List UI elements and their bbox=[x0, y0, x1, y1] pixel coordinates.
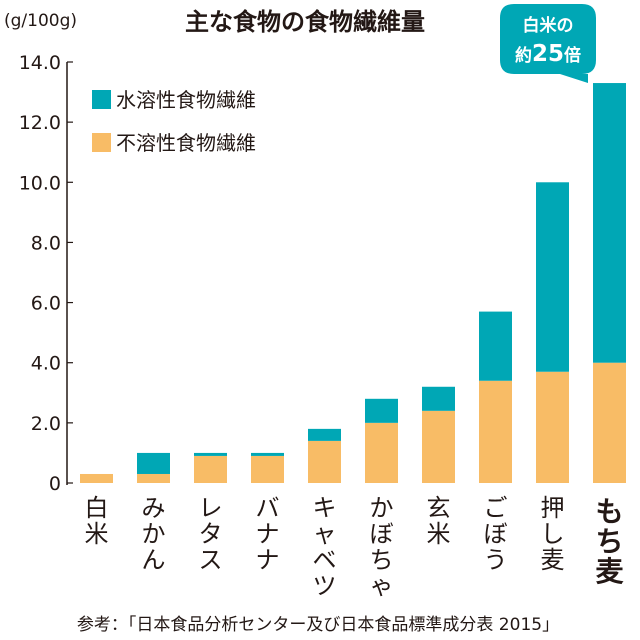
category-label-char: ベ bbox=[313, 546, 337, 574]
y-tick-label: 4.0 bbox=[31, 353, 61, 375]
legend-swatch-soluble bbox=[92, 90, 111, 109]
bar-segment bbox=[308, 440, 341, 483]
chart-title: 主な食物の食物繊維量 bbox=[185, 8, 425, 36]
bar-segment bbox=[365, 422, 398, 483]
callout: 白米の 約25倍 bbox=[500, 4, 596, 83]
bars bbox=[80, 83, 626, 483]
bar-segment bbox=[536, 371, 569, 483]
category-label-char: 麦 bbox=[541, 546, 565, 574]
legend-label-soluble: 水溶性食物繊維 bbox=[116, 88, 256, 112]
y-tick-label: 12.0 bbox=[19, 112, 61, 134]
category-label-char: タ bbox=[199, 520, 223, 548]
callout-line1: 白米の bbox=[523, 15, 574, 36]
bar-segment bbox=[194, 455, 227, 483]
category-label-char: み bbox=[142, 494, 166, 522]
unit-label: (g/100g) bbox=[4, 11, 77, 31]
callout-bubble bbox=[500, 4, 596, 83]
category-label-char: キ bbox=[313, 494, 337, 522]
y-tick-label: 6.0 bbox=[31, 293, 61, 315]
category-label-char: 玄 bbox=[427, 494, 451, 522]
category-label-char: ち bbox=[595, 525, 623, 558]
callout-number: 25 bbox=[532, 41, 564, 67]
bar-segment bbox=[251, 455, 284, 483]
bar-segment bbox=[137, 473, 170, 483]
category-label-char: ナ bbox=[256, 546, 280, 574]
legend-label-insoluble: 不溶性食物繊維 bbox=[116, 131, 256, 155]
category-label-char: ち bbox=[370, 546, 394, 574]
category-label-char: も bbox=[595, 495, 623, 528]
y-tick-label: 0 bbox=[49, 473, 61, 495]
category-label-char: 米 bbox=[427, 520, 451, 548]
y-tick-label: 14.0 bbox=[19, 52, 61, 74]
source-note: 参考：「日本食品分析センター及び日本食品標準成分表 2015」 bbox=[77, 615, 559, 635]
legend: 水溶性食物繊維 不溶性食物繊維 bbox=[92, 88, 256, 155]
bar-segment bbox=[422, 410, 455, 483]
category-label-char: ご bbox=[484, 494, 508, 522]
category-label-char: バ bbox=[256, 494, 280, 522]
category-label-char: ャ bbox=[313, 520, 337, 548]
category-label-char: ナ bbox=[256, 520, 280, 548]
bar-segment bbox=[251, 452, 284, 456]
category-label-char: か bbox=[370, 494, 394, 522]
category-label-char: ん bbox=[142, 546, 166, 574]
category-label-char: う bbox=[484, 546, 508, 574]
y-tick-label: 8.0 bbox=[31, 232, 61, 254]
bar-segment bbox=[194, 452, 227, 456]
bar-segment bbox=[479, 380, 512, 483]
bar-segment bbox=[479, 311, 512, 381]
category-label-char: 白 bbox=[85, 494, 109, 522]
category-label-char: ゃ bbox=[370, 572, 394, 600]
category-label-char: ぼ bbox=[484, 520, 508, 548]
callout-line2: 約25倍 bbox=[515, 41, 581, 67]
callout-suffix: 倍 bbox=[564, 45, 581, 66]
category-label-char: ツ bbox=[313, 572, 337, 600]
category-label-char: ぼ bbox=[370, 520, 394, 548]
category-label-char: レ bbox=[199, 494, 223, 522]
bar-segment bbox=[593, 83, 626, 363]
y-axis: 0 2.0 4.0 6.0 8.0 10.0 12.0 14.0 bbox=[19, 52, 73, 495]
bar-segment bbox=[137, 452, 170, 474]
bar-segment bbox=[80, 473, 113, 483]
bar-segment bbox=[365, 398, 398, 423]
bar-segment bbox=[536, 182, 569, 372]
bar-segment bbox=[593, 362, 626, 483]
category-label-char: 米 bbox=[85, 520, 109, 548]
callout-prefix: 約 bbox=[515, 45, 532, 66]
bar-segment bbox=[422, 386, 455, 411]
category-label-char: し bbox=[541, 520, 565, 548]
bar-segment bbox=[308, 428, 341, 441]
legend-swatch-insoluble bbox=[92, 133, 111, 152]
category-label-char: か bbox=[142, 520, 166, 548]
y-tick-label: 10.0 bbox=[19, 172, 61, 194]
category-label-char: 麦 bbox=[595, 555, 624, 588]
category-label-char: 押 bbox=[541, 494, 565, 522]
category-label-char: ス bbox=[199, 546, 223, 574]
y-tick-label: 2.0 bbox=[31, 413, 61, 435]
